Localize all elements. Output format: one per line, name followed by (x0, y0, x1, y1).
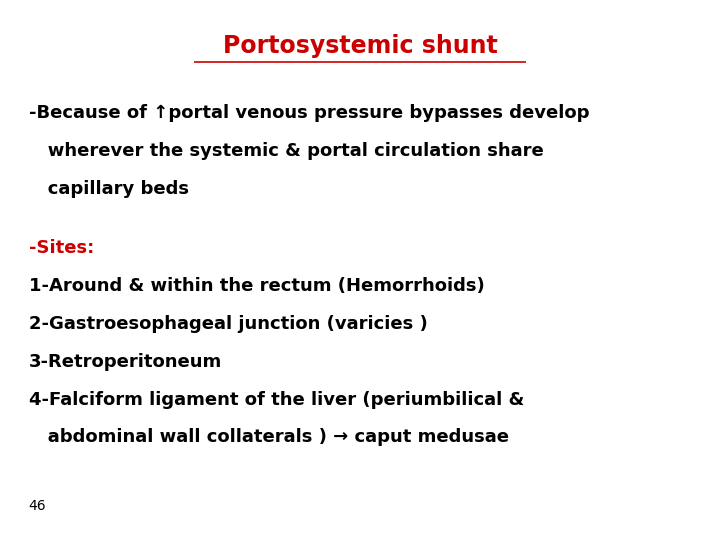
Text: 46: 46 (29, 499, 46, 513)
Text: wherever the systemic & portal circulation share: wherever the systemic & portal circulati… (29, 142, 544, 160)
Text: 2-Gastroesophageal junction (varicies ): 2-Gastroesophageal junction (varicies ) (29, 315, 428, 333)
Text: Portosystemic shunt: Portosystemic shunt (222, 34, 498, 58)
Text: -Sites:: -Sites: (29, 239, 94, 258)
Text: abdominal wall collaterals ) → caput medusae: abdominal wall collaterals ) → caput med… (29, 428, 509, 447)
Text: capillary beds: capillary beds (29, 180, 189, 198)
Text: -Because of ↑portal venous pressure bypasses develop: -Because of ↑portal venous pressure bypa… (29, 104, 589, 123)
Text: 1-Around & within the rectum (Hemorrhoids): 1-Around & within the rectum (Hemorrhoid… (29, 277, 485, 295)
Text: 3-Retroperitoneum: 3-Retroperitoneum (29, 353, 222, 371)
Text: 4-Falciform ligament of the liver (periumbilical &: 4-Falciform ligament of the liver (periu… (29, 390, 524, 409)
